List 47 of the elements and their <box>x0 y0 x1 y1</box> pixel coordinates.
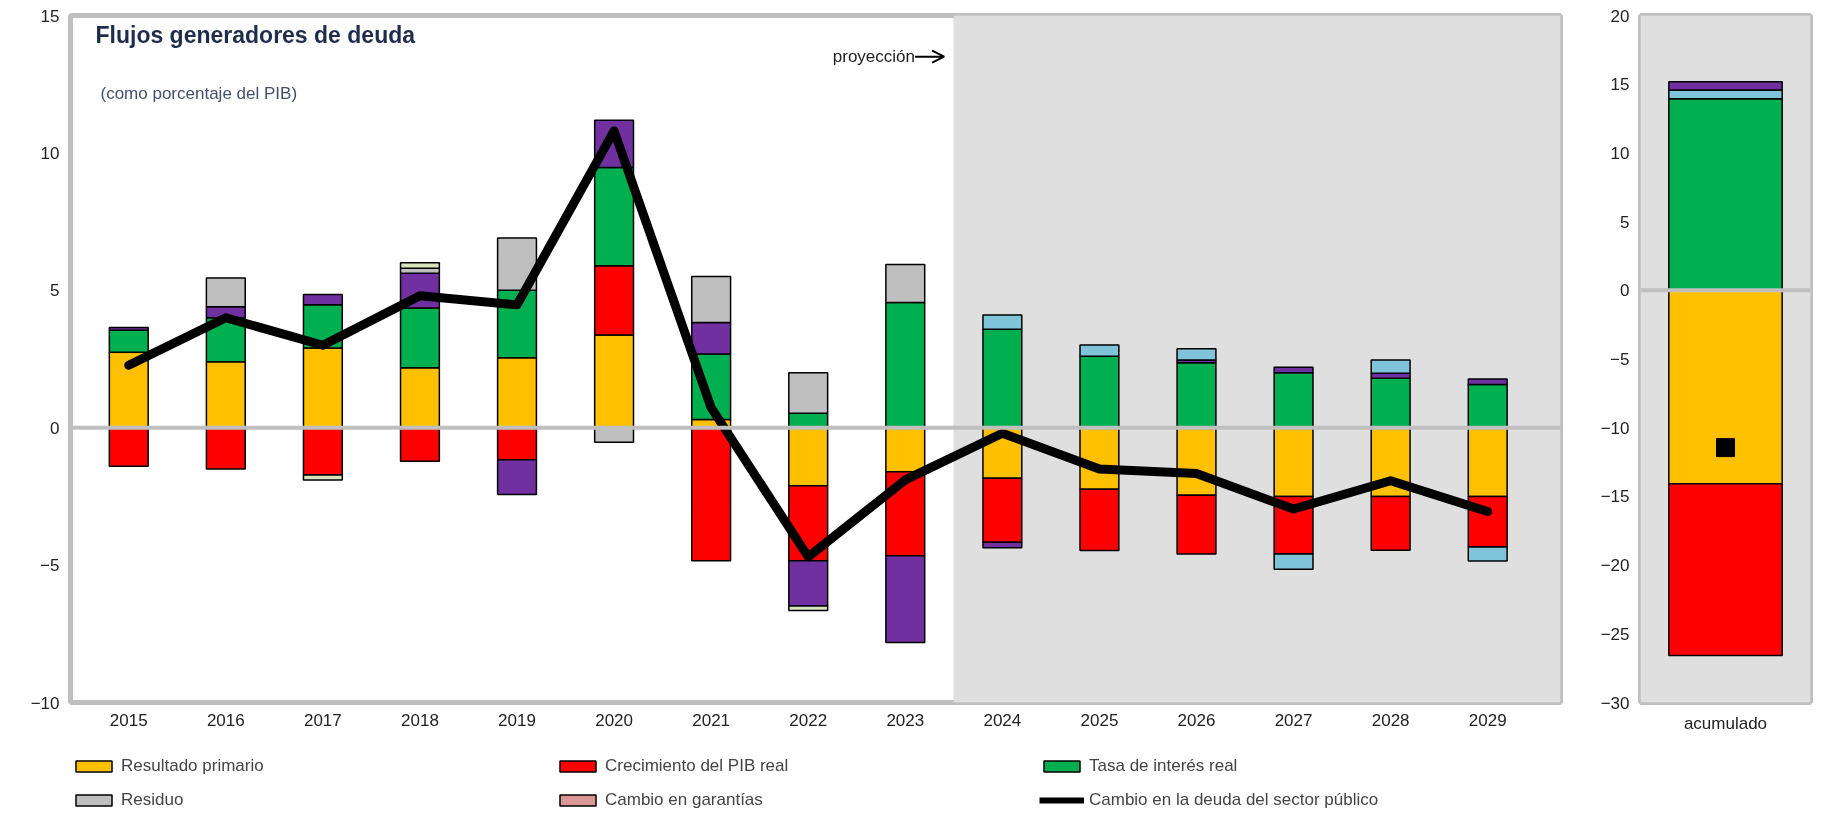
legend-label: Cambio en la deuda del sector público <box>1089 789 1380 810</box>
x-tick-label: 2021 <box>692 710 731 730</box>
x-tick-label: 2016 <box>206 710 245 730</box>
x-tick-label: 2027 <box>1274 710 1313 730</box>
legend-label: Crecimiento del PIB real <box>605 755 790 776</box>
x-tick-label: 2019 <box>498 710 536 730</box>
x-tick-label: 2020 <box>595 710 633 730</box>
bar <box>1370 377 1411 429</box>
x-tick-label: 2024 <box>983 710 1022 730</box>
y-tick-label: 0 <box>50 418 60 438</box>
text: (como porcentaje del PIB) <box>100 83 298 103</box>
y-tick-label: −20 <box>1600 556 1630 576</box>
x-tick-label: 2028 <box>1371 710 1410 730</box>
y-tick-label: −5 <box>1610 350 1630 369</box>
x-tick-label: 2026 <box>1177 710 1216 730</box>
bar <box>1176 362 1217 429</box>
legend-label: Cambio en garantías <box>605 789 764 810</box>
legend-label: Residuo <box>121 789 185 810</box>
y-tick-label: −25 <box>1600 624 1630 644</box>
legend-label: Resultado primario <box>121 755 265 776</box>
bar <box>399 262 441 270</box>
bar <box>1370 359 1411 375</box>
legend-label: Tasa de interés real <box>1089 755 1239 776</box>
chart-title: Flujos generadores de deuda <box>95 21 416 48</box>
bar <box>1176 348 1217 361</box>
y-tick-label: 0 <box>1620 281 1630 301</box>
y-tick-label: −5 <box>40 556 60 576</box>
y-tick-label: −10 <box>30 693 60 713</box>
y-tick-label: 10 <box>40 143 60 163</box>
annotation: proyección <box>832 47 915 67</box>
y-tick-label: −30 <box>1600 693 1630 713</box>
x-tick-label: 2025 <box>1080 710 1119 730</box>
y-tick-label: 20 <box>1610 6 1630 26</box>
y-tick-label: 15 <box>1610 75 1630 95</box>
y-tick-label: 15 <box>40 6 60 26</box>
x-tick-label: 2022 <box>789 710 828 730</box>
x-tick-label: acumulado <box>1683 713 1768 733</box>
x-tick-label: 2029 <box>1468 710 1507 730</box>
x-tick-label: 2023 <box>886 710 925 730</box>
y-tick-label: 5 <box>1620 212 1630 232</box>
y-tick-label: 10 <box>1610 143 1630 163</box>
x-tick-label: 2015 <box>109 710 148 730</box>
x-tick-label: 2018 <box>401 710 439 730</box>
y-tick-label: −10 <box>1600 418 1630 438</box>
y-tick-label: 5 <box>50 281 60 301</box>
x-tick-label: 2017 <box>303 710 342 730</box>
y-tick-label: −15 <box>1600 487 1630 507</box>
